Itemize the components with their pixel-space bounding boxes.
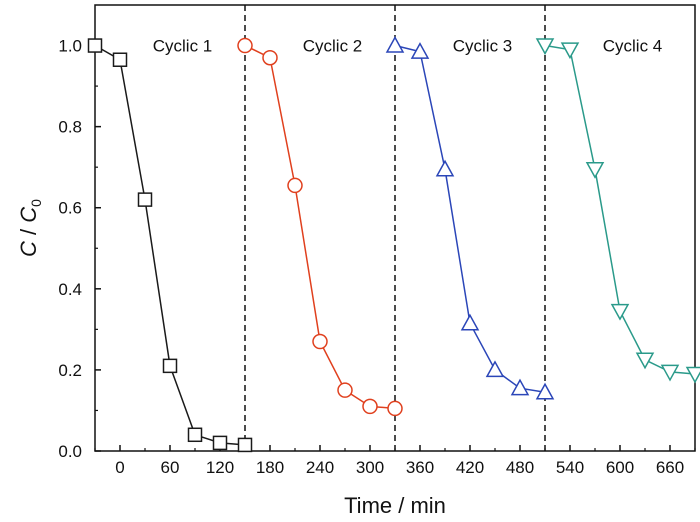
series-3-point bbox=[410, 42, 430, 59]
x-axis-title: Time / min bbox=[344, 493, 446, 518]
x-tick-label: 480 bbox=[506, 458, 534, 477]
y-tick-label: 0.4 bbox=[58, 280, 82, 299]
series-3-point bbox=[385, 35, 405, 53]
series-2-point bbox=[387, 400, 403, 417]
series-2-point bbox=[362, 398, 378, 415]
cycle-label-2: Cyclic 2 bbox=[303, 37, 363, 56]
series-3-point bbox=[460, 313, 480, 331]
series-2-point bbox=[337, 382, 353, 398]
series-2-point bbox=[312, 333, 328, 350]
cycle-label-3: Cyclic 3 bbox=[453, 37, 513, 56]
x-tick-label: 360 bbox=[406, 458, 434, 477]
series-4-point bbox=[685, 366, 700, 384]
series-4-point bbox=[635, 352, 655, 370]
x-tick-label: 120 bbox=[206, 458, 234, 477]
x-tick-label: 660 bbox=[656, 458, 684, 477]
series-4-point bbox=[560, 42, 580, 60]
y-axis-title-slash: / bbox=[16, 223, 41, 241]
series-1-point bbox=[137, 192, 153, 207]
series-4-point bbox=[660, 364, 680, 382]
series-3-point bbox=[535, 382, 555, 400]
series-1-point bbox=[212, 435, 228, 451]
x-tick-label: 600 bbox=[606, 458, 634, 477]
series-layer bbox=[87, 35, 700, 453]
series-1-line bbox=[94, 44, 246, 446]
x-tick-label: 420 bbox=[456, 458, 484, 477]
series-1-point bbox=[237, 437, 253, 453]
y-tick-label: 0.8 bbox=[58, 118, 82, 137]
y-tick-label: 0.0 bbox=[58, 442, 82, 461]
series-2-point bbox=[237, 37, 253, 54]
series-4-line bbox=[544, 44, 696, 375]
svg-text:C / C0: C / C0 bbox=[16, 199, 44, 257]
series-1-point bbox=[187, 427, 203, 443]
x-tick-label: 60 bbox=[161, 458, 180, 477]
series-1 bbox=[87, 38, 253, 453]
series-2-line bbox=[244, 44, 396, 410]
series-3-point bbox=[510, 378, 530, 396]
series-3-point bbox=[435, 159, 455, 177]
series-4-point bbox=[585, 161, 605, 179]
series-4 bbox=[535, 38, 700, 384]
y-tick-label: 0.6 bbox=[58, 199, 82, 218]
cycle-label-1: Cyclic 1 bbox=[153, 37, 213, 56]
series-2-point bbox=[287, 177, 303, 194]
cycle-label-4: Cyclic 4 bbox=[603, 37, 663, 56]
x-axis: 0 60 120 180 240 300 360 420 480 540 600 660 bbox=[94, 445, 696, 477]
x-tick-label: 240 bbox=[306, 458, 334, 477]
series-2-point bbox=[262, 49, 278, 66]
x-tick-label: 540 bbox=[556, 458, 584, 477]
x-tick-label: 0 bbox=[115, 458, 124, 477]
series-4-point bbox=[535, 38, 555, 56]
x-tick-label: 300 bbox=[356, 458, 384, 477]
series-4-point bbox=[610, 303, 630, 321]
y-tick-label: 1.0 bbox=[58, 37, 82, 56]
y-axis-title: C / C0 bbox=[16, 199, 44, 257]
y-tick-label: 0.2 bbox=[58, 361, 82, 380]
series-3 bbox=[385, 35, 555, 400]
y-axis-title-subscript: 0 bbox=[28, 199, 44, 207]
series-1-point bbox=[112, 52, 128, 67]
y-axis-title-main: C bbox=[16, 241, 41, 257]
series-2 bbox=[237, 37, 403, 417]
cycle-labels: Cyclic 1 Cyclic 2 Cyclic 3 Cyclic 4 bbox=[153, 37, 663, 56]
cycle-dividers bbox=[244, 5, 546, 451]
series-1-point bbox=[162, 358, 178, 374]
y-axis: 0.0 0.2 0.4 0.6 0.8 1.0 bbox=[58, 37, 101, 461]
series-1-point bbox=[87, 38, 103, 53]
series-3-point bbox=[485, 360, 505, 378]
x-tick-label: 180 bbox=[256, 458, 284, 477]
series-3-line bbox=[394, 44, 546, 393]
y-axis-title-base: C bbox=[16, 207, 41, 223]
